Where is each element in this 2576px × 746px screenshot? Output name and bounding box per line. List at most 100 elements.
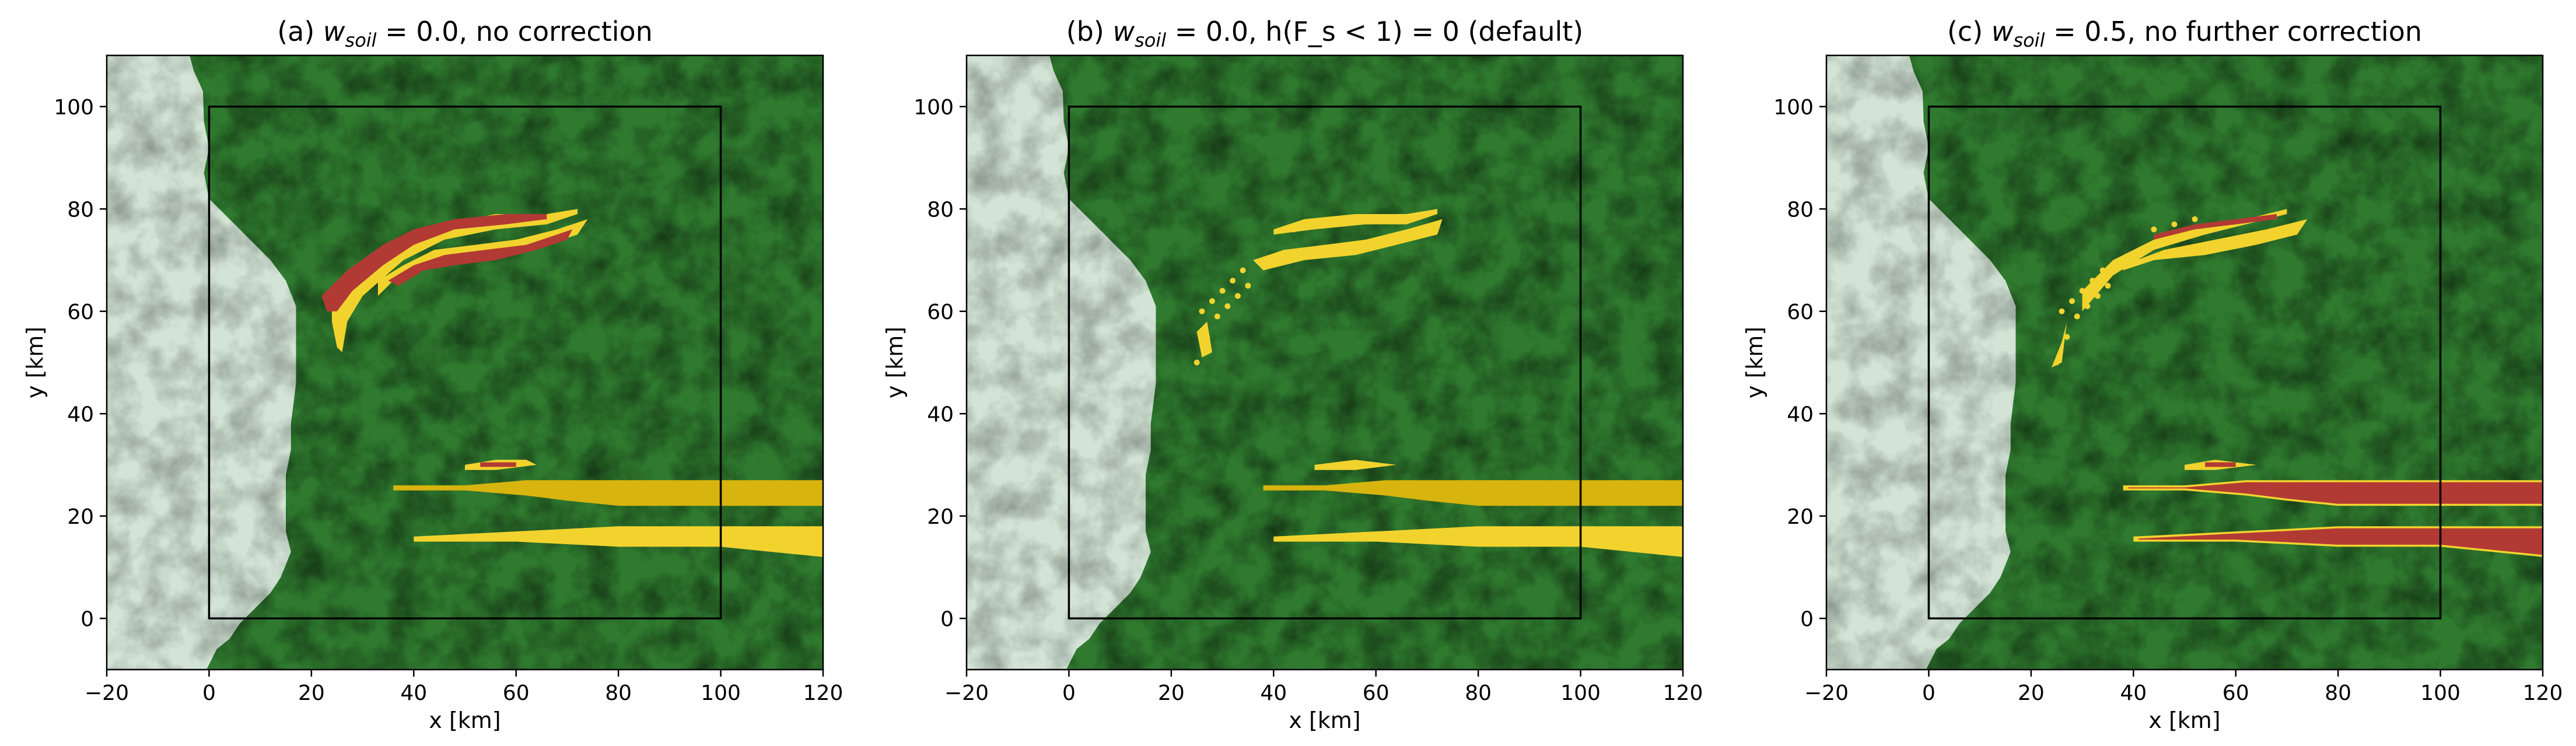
panel-title: (c) wsoil = 0.5, no further correction (1947, 16, 2422, 51)
hazard-region-margin_dark_yellow (393, 480, 823, 506)
y-axis-label: y [km] (22, 327, 48, 398)
panel-c: −20 0 20 40 60 80 100 120 0 20 40 60 80 100 x [km] y [k… (1742, 16, 2563, 733)
y-tick-label: 20 (1787, 505, 1814, 529)
y-tick-label: 0 (80, 607, 94, 631)
hazard-dot (2171, 221, 2178, 227)
hazard-dot (1230, 278, 1236, 284)
hazard-dot (2064, 334, 2070, 340)
x-tick-label: 80 (2325, 681, 2351, 705)
plot-area (1826, 55, 2543, 670)
y-tick-label: 0 (1800, 607, 1814, 631)
hazard-dot (1214, 313, 1220, 320)
hazard-region-margin_yellow (1196, 321, 1212, 358)
panel-a: −20 0 20 40 60 80 100 120 0 20 40 60 80 100 x [km] y [k… (22, 16, 843, 733)
hazard-dot (2094, 293, 2101, 299)
hazard-region-unstable_red (2128, 482, 2543, 504)
y-tick-label: 100 (1773, 96, 1814, 120)
x-tick-label: 120 (803, 681, 844, 705)
plot-area (967, 55, 1683, 670)
x-axis-label: x [km] (1289, 708, 1360, 733)
hazard-dot (2090, 278, 2096, 284)
hazard-region-margin_yellow (1314, 460, 1396, 470)
x-tick-label: 100 (2420, 681, 2460, 705)
axes-frame (1825, 54, 2544, 671)
hazard-dot (2074, 313, 2080, 320)
domain-box (1068, 106, 1582, 619)
hazard-region-unstable_red (321, 214, 547, 311)
hazard-dot (1224, 303, 1231, 309)
hazard-region-unstable_red (2154, 214, 2277, 240)
panel-title: (a) wsoil = 0.0, no correction (277, 16, 653, 51)
y-tick-label: 100 (54, 96, 94, 120)
hazard-region-margin_yellow (2082, 209, 2287, 311)
x-tick-label: −20 (1804, 681, 1849, 705)
hazard-dot (2069, 298, 2076, 304)
x-tick-label: 80 (605, 681, 632, 705)
hazard-dot (1204, 334, 1210, 340)
hazard-dot (1234, 293, 1241, 299)
y-tick-label: 20 (927, 505, 954, 529)
y-tick-label: 80 (67, 198, 94, 222)
domain-box (1927, 106, 2442, 619)
x-tick-label: 40 (400, 681, 427, 705)
y-tick-label: 80 (927, 198, 954, 222)
hazard-region-unstable_red (480, 462, 516, 467)
y-tick-label: 40 (1787, 402, 1814, 426)
y-tick-label: 40 (927, 402, 954, 426)
y-tick-label: 20 (67, 505, 94, 529)
hazard-dot (1194, 359, 1200, 366)
panel-title: (b) wsoil = 0.0, h(F_s < 1) = 0 (default… (1066, 16, 1584, 51)
y-tick-label: 40 (67, 402, 94, 426)
x-tick-label: 20 (2018, 681, 2045, 705)
hazard-dot (1332, 216, 1338, 222)
x-axis-label: x [km] (429, 708, 501, 733)
x-tick-label: 60 (2222, 681, 2249, 705)
hazard-region-margin_yellow (2051, 321, 2067, 368)
x-tick-label: 120 (1663, 681, 1703, 705)
y-tick-label: 100 (914, 96, 954, 120)
hazard-dot (2099, 267, 2106, 274)
x-tick-label: 80 (1465, 681, 1492, 705)
x-tick-label: 60 (503, 681, 530, 705)
hazard-region-margin_dark_yellow (1263, 480, 1683, 506)
y-tick-label: 60 (1787, 300, 1814, 324)
hazard-dot (2105, 282, 2111, 289)
x-tick-label: −20 (85, 681, 129, 705)
hazard-dot (1245, 282, 1251, 289)
x-tick-label: 100 (701, 681, 741, 705)
x-tick-label: 100 (1560, 681, 1601, 705)
x-tick-label: 20 (298, 681, 325, 705)
hazard-dot (2151, 226, 2157, 233)
x-tick-label: 40 (2120, 681, 2147, 705)
plot-area (107, 55, 823, 670)
y-tick-label: 60 (927, 300, 954, 324)
hazard-dot (1199, 308, 1205, 314)
x-tick-label: −20 (944, 681, 989, 705)
hazard-dot (2079, 288, 2085, 294)
hazard-dot (1219, 288, 1226, 294)
hazard-region-unstable_red (2205, 462, 2236, 467)
hazard-dot (1209, 298, 1216, 304)
x-tick-label: 0 (1922, 681, 1936, 705)
axes-frame (106, 54, 824, 671)
x-tick-label: 20 (1158, 681, 1185, 705)
x-tick-label: 60 (1363, 681, 1390, 705)
hazard-region-margin_yellow (1273, 209, 1437, 235)
domain-box (208, 106, 722, 619)
x-tick-label: 120 (2523, 681, 2563, 705)
x-tick-label: 40 (1260, 681, 1287, 705)
y-tick-label: 60 (67, 300, 94, 324)
hazard-region-margin_yellow (1253, 219, 1443, 271)
y-tick-label: 0 (940, 607, 954, 631)
hazard-region-unstable_red (388, 229, 573, 286)
y-axis-label: y [km] (882, 327, 908, 398)
hazard-dot (2084, 303, 2091, 309)
hazard-dot (1311, 221, 1318, 227)
y-axis-label: y [km] (1742, 327, 1768, 398)
hazard-dot (2059, 308, 2065, 314)
hazard-dot (1240, 267, 1246, 274)
x-tick-label: 0 (1062, 681, 1076, 705)
hazard-dot (1291, 226, 1297, 233)
axes-frame (965, 54, 1684, 671)
